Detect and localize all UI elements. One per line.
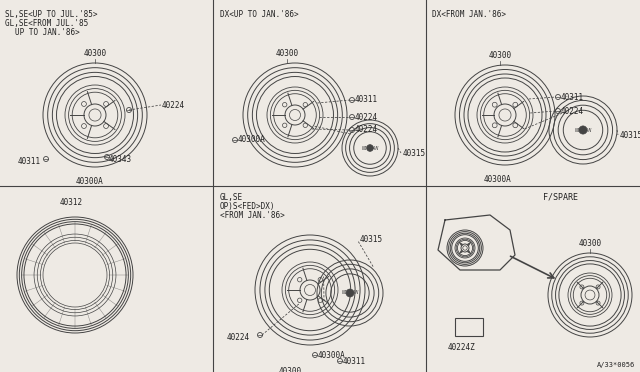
Text: DX<FROM JAN.'86>: DX<FROM JAN.'86> xyxy=(432,10,506,19)
Text: NISSAN: NISSAN xyxy=(341,291,358,295)
Text: NISSAN: NISSAN xyxy=(362,145,379,151)
Text: 40311: 40311 xyxy=(18,157,41,167)
Circle shape xyxy=(579,126,587,134)
Text: 40300A: 40300A xyxy=(238,135,266,144)
Text: 40300: 40300 xyxy=(488,51,511,60)
Text: 40300A: 40300A xyxy=(483,175,511,184)
Text: 40224: 40224 xyxy=(227,333,250,341)
Circle shape xyxy=(346,289,354,297)
Text: 40312: 40312 xyxy=(60,198,83,207)
Text: DX<UP TO JAN.'86>: DX<UP TO JAN.'86> xyxy=(220,10,299,19)
Text: UP TO JAN.'86>: UP TO JAN.'86> xyxy=(15,28,80,37)
Text: 40315: 40315 xyxy=(620,131,640,140)
Circle shape xyxy=(367,145,373,151)
Text: 40224: 40224 xyxy=(561,106,584,115)
Text: 40300: 40300 xyxy=(278,367,301,372)
Text: 40300: 40300 xyxy=(275,49,299,58)
Bar xyxy=(455,318,483,336)
Text: F/SPARE: F/SPARE xyxy=(543,193,577,202)
Text: 40300: 40300 xyxy=(579,239,602,248)
Text: 40311: 40311 xyxy=(561,93,584,102)
Text: GL,SE: GL,SE xyxy=(220,193,243,202)
Text: 40300: 40300 xyxy=(83,49,107,58)
Text: 40224Z: 40224Z xyxy=(448,343,476,352)
Text: 40300A: 40300A xyxy=(318,350,346,359)
Text: 40315: 40315 xyxy=(360,235,383,244)
Text: 40224: 40224 xyxy=(355,112,378,122)
Text: A/33*0056: A/33*0056 xyxy=(596,362,635,368)
Text: 40311: 40311 xyxy=(355,96,378,105)
Text: 40343: 40343 xyxy=(109,155,132,164)
Polygon shape xyxy=(438,215,515,270)
Text: OP)S<FED>DX): OP)S<FED>DX) xyxy=(220,202,275,211)
Text: GL,SE<FROM JUL.'85: GL,SE<FROM JUL.'85 xyxy=(5,19,88,28)
Text: SL,SE<UP TO JUL.'85>: SL,SE<UP TO JUL.'85> xyxy=(5,10,97,19)
Text: NISSAN: NISSAN xyxy=(574,128,591,132)
Text: <FROM JAN.'86>: <FROM JAN.'86> xyxy=(220,211,285,220)
Text: 40311: 40311 xyxy=(343,356,366,366)
Text: 40224: 40224 xyxy=(162,100,185,109)
Text: 40315: 40315 xyxy=(403,148,426,157)
Text: 40300A: 40300A xyxy=(76,177,104,186)
Text: 40224: 40224 xyxy=(355,125,378,135)
